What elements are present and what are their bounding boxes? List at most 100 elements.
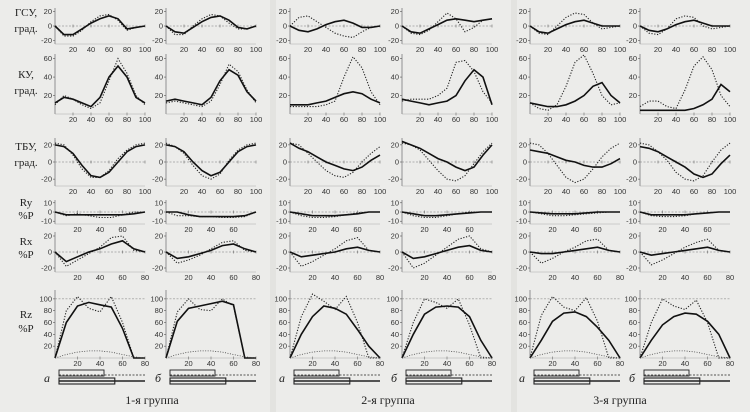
stance-bar-upper <box>533 369 580 377</box>
y-tick-label: 0 <box>523 208 527 217</box>
y-tick-label: 80 <box>44 306 52 315</box>
x-tick-label: 60 <box>580 187 588 196</box>
y-tick-label: 20 <box>279 140 287 149</box>
x-tick-label: 20 <box>420 225 428 234</box>
panel-ГСУ-6: 20 0 -20 20 40 60 80 100 <box>626 7 736 54</box>
x-tick-label: 60 <box>229 359 237 368</box>
y-tick-label: 0 <box>395 248 399 257</box>
x-tick-label: 20 <box>308 273 316 282</box>
row-label-Rz-2: %P <box>18 323 33 335</box>
panel-Ry-6: 100-10 20 40 60 <box>626 198 730 234</box>
y-tick-label: -20 <box>388 36 399 45</box>
stance-bar-upper <box>293 369 340 377</box>
x-tick-label: 60 <box>690 187 698 196</box>
x-tick-label: 60 <box>353 273 361 282</box>
row-label-ТБУ-1: ТБУ, <box>15 141 37 153</box>
x-tick-label: 100 <box>724 45 737 54</box>
series-solid <box>639 19 730 33</box>
series-solid <box>401 244 493 260</box>
y-tick-label: 60 <box>279 318 287 327</box>
x-tick-label: 40 <box>96 225 104 234</box>
y-tick-label: -20 <box>152 175 163 184</box>
series-dotted <box>401 142 493 182</box>
x-tick-label: 60 <box>216 45 224 54</box>
y-tick-label: 20 <box>44 140 52 149</box>
x-tick-label: 20 <box>73 225 81 234</box>
y-tick-label: 40 <box>629 73 637 82</box>
series-solid <box>640 83 731 112</box>
series-solid <box>529 149 621 168</box>
y-tick-label: 20 <box>279 232 287 241</box>
series-dotted <box>639 15 731 36</box>
y-tick-label: -20 <box>516 36 527 45</box>
y-tick-label: 20 <box>279 342 287 351</box>
y-tick-label: 20 <box>155 342 163 351</box>
panel-Ry-3: 100-10 20 40 60 <box>276 198 380 234</box>
series-dotted <box>639 298 730 359</box>
x-tick-label: 100 <box>486 45 499 54</box>
y-tick-label: 0 <box>523 248 527 257</box>
y-tick-label: -20 <box>276 36 287 45</box>
series-solid <box>165 68 257 106</box>
series-dotted <box>401 59 493 104</box>
x-tick-label: 80 <box>470 45 478 54</box>
x-tick-label: 20 <box>69 115 77 124</box>
x-tick-label: 40 <box>443 359 451 368</box>
series-solid <box>166 211 257 218</box>
x-tick-label: 100 <box>250 115 263 124</box>
y-tick-label: 20 <box>391 7 399 16</box>
y-tick-label: 40 <box>155 330 163 339</box>
y-tick-label: 0 <box>159 22 163 31</box>
series-baseline <box>54 350 146 359</box>
panel-ГСУ-1: 20 0 -20 20 40 60 80 100 <box>41 7 151 54</box>
series-solid <box>401 68 493 106</box>
x-tick-label: 80 <box>376 359 384 368</box>
x-tick-label: 60 <box>465 359 473 368</box>
x-tick-label: 40 <box>331 225 339 234</box>
y-tick-label: 20 <box>44 7 52 16</box>
x-tick-label: 80 <box>123 45 131 54</box>
series-dotted <box>54 13 146 37</box>
x-tick-label: 40 <box>322 187 330 196</box>
row-label-Ry-2: %P <box>18 210 33 222</box>
y-tick-label: -10 <box>516 217 527 226</box>
series-solid <box>165 243 257 260</box>
y-tick-label: 0 <box>48 158 52 167</box>
y-tick-label: 10 <box>279 198 287 207</box>
x-tick-label: 60 <box>465 273 473 282</box>
x-tick-label: 20 <box>416 187 424 196</box>
y-tick-label: 20 <box>519 7 527 16</box>
x-tick-label: 20 <box>544 115 552 124</box>
y-tick-label: -10 <box>276 217 287 226</box>
panel-КУ-2: 60 40 20 20 40 60 80 100 <box>155 54 263 124</box>
series-dotted <box>401 235 493 269</box>
series-solid <box>54 239 146 263</box>
x-tick-label: 60 <box>452 115 460 124</box>
row-label-Rz-1: Rz <box>20 309 32 321</box>
x-tick-label: 60 <box>216 115 224 124</box>
y-tick-label: 40 <box>629 330 637 339</box>
x-tick-label: 40 <box>681 359 689 368</box>
x-tick-label: 40 <box>562 115 570 124</box>
y-tick-label: 0 <box>48 248 52 257</box>
x-tick-label: 20 <box>548 225 556 234</box>
panel-ГСУ-3: 20 0 -20 20 40 60 80 100 <box>276 7 386 54</box>
group-label-3: 3-я группа <box>593 393 647 407</box>
y-tick-label: 20 <box>391 140 399 149</box>
y-tick-label: 0 <box>283 158 287 167</box>
panel-Ry-4: 100-10 20 40 60 <box>388 198 492 234</box>
y-tick-label: 100 <box>624 294 637 303</box>
x-tick-label: 40 <box>562 45 570 54</box>
y-tick-label: 20 <box>279 91 287 100</box>
x-tick-label: 60 <box>580 45 588 54</box>
y-tick-label: 20 <box>44 342 52 351</box>
series-dotted <box>54 57 146 110</box>
x-tick-label: 60 <box>105 45 113 54</box>
y-tick-label: 10 <box>391 198 399 207</box>
y-tick-label: 40 <box>44 330 52 339</box>
stance-bar-upper <box>58 369 105 377</box>
series-dotted <box>54 211 145 219</box>
y-tick-label: 10 <box>519 198 527 207</box>
y-tick-label: 20 <box>519 232 527 241</box>
series-dotted <box>529 54 621 111</box>
